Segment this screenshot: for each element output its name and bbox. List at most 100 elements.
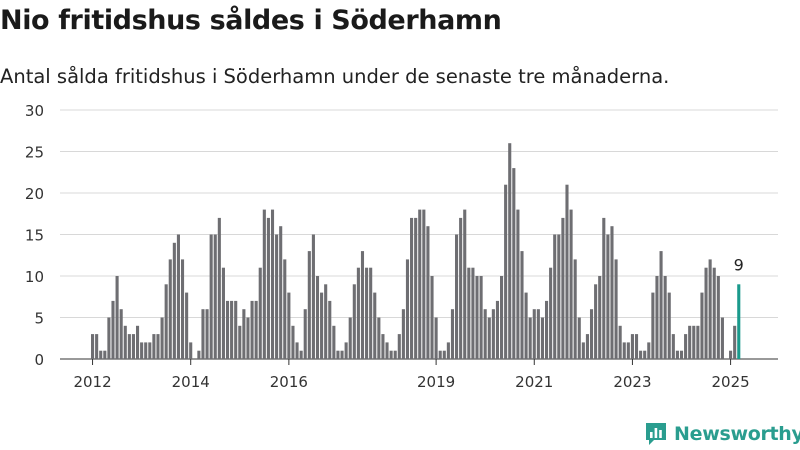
bar — [401, 309, 405, 359]
bar — [238, 325, 242, 359]
bar — [520, 251, 524, 359]
bar — [172, 242, 176, 359]
bar — [573, 259, 577, 359]
bar — [700, 292, 704, 359]
bar — [463, 209, 467, 359]
bar — [426, 226, 430, 359]
bar-highlight — [737, 284, 741, 359]
bar — [553, 234, 557, 359]
bar — [455, 234, 459, 359]
bar — [95, 334, 99, 359]
x-tick-label: 2025 — [711, 373, 749, 391]
bar — [704, 267, 708, 359]
bar — [320, 292, 324, 359]
bar — [544, 300, 549, 359]
bar — [418, 209, 422, 359]
newsworthy-logo: Newsworthy — [644, 419, 800, 449]
bar — [434, 317, 438, 359]
bar — [467, 267, 471, 359]
bar — [512, 168, 516, 359]
x-tick-label: 2014 — [172, 373, 210, 391]
bar — [360, 251, 365, 359]
bar — [446, 342, 450, 359]
bar — [585, 334, 589, 359]
bar — [442, 350, 446, 359]
bar — [336, 350, 340, 359]
bar — [393, 350, 397, 359]
bar — [708, 259, 712, 359]
bar — [115, 276, 119, 359]
bar — [348, 317, 352, 359]
y-tick-label: 5 — [34, 310, 44, 328]
bar — [185, 292, 189, 359]
bar — [103, 350, 107, 359]
bar — [119, 309, 123, 359]
bar — [365, 267, 369, 359]
bar — [561, 217, 565, 359]
bar — [450, 309, 455, 359]
x-tick-label: 2023 — [613, 373, 651, 391]
bar — [99, 350, 103, 359]
bar — [479, 276, 483, 359]
bar — [675, 350, 679, 359]
x-tick-label: 2012 — [73, 373, 111, 391]
bar — [532, 309, 536, 359]
bar — [303, 309, 307, 359]
bar — [581, 342, 585, 359]
bar — [712, 267, 716, 359]
bar — [716, 276, 720, 359]
bar — [279, 226, 283, 359]
bar — [684, 334, 688, 359]
brand-name: Newsworthy — [674, 423, 800, 445]
bar — [107, 317, 111, 359]
bar — [626, 342, 630, 359]
bar — [630, 334, 634, 359]
bar — [340, 350, 344, 359]
bar — [205, 309, 209, 359]
bar — [135, 325, 140, 359]
bar — [688, 325, 692, 359]
bar — [614, 259, 618, 359]
bar — [504, 184, 508, 359]
bar — [270, 209, 275, 359]
bar — [234, 300, 238, 359]
bar — [258, 267, 262, 359]
bar — [221, 267, 225, 359]
data-label: 9 — [734, 255, 744, 274]
bar — [430, 276, 434, 359]
bar — [332, 325, 336, 359]
bar — [667, 292, 671, 359]
bar — [111, 300, 115, 359]
bar — [729, 350, 733, 359]
bar — [213, 234, 217, 359]
bar — [299, 350, 303, 359]
bar — [500, 276, 504, 359]
bar — [156, 334, 160, 359]
bar — [487, 317, 491, 359]
bar — [140, 342, 144, 359]
bar — [344, 342, 348, 359]
bar — [594, 284, 598, 359]
bar — [250, 300, 254, 359]
bar — [131, 334, 135, 359]
bar — [230, 300, 234, 359]
bar — [651, 292, 655, 359]
x-tick-label: 2021 — [515, 373, 553, 391]
bar — [123, 325, 127, 359]
bar — [91, 334, 95, 359]
bar — [377, 317, 381, 359]
bar — [356, 267, 360, 359]
bar — [679, 350, 684, 359]
bar — [524, 292, 528, 359]
bar — [307, 251, 311, 359]
bar — [438, 350, 442, 359]
y-tick-label: 25 — [25, 144, 44, 162]
bar — [639, 350, 643, 359]
bar — [283, 259, 287, 359]
bar — [557, 234, 561, 359]
bar — [262, 209, 266, 359]
bar — [180, 259, 185, 359]
bar — [328, 300, 332, 359]
bar — [168, 259, 172, 359]
